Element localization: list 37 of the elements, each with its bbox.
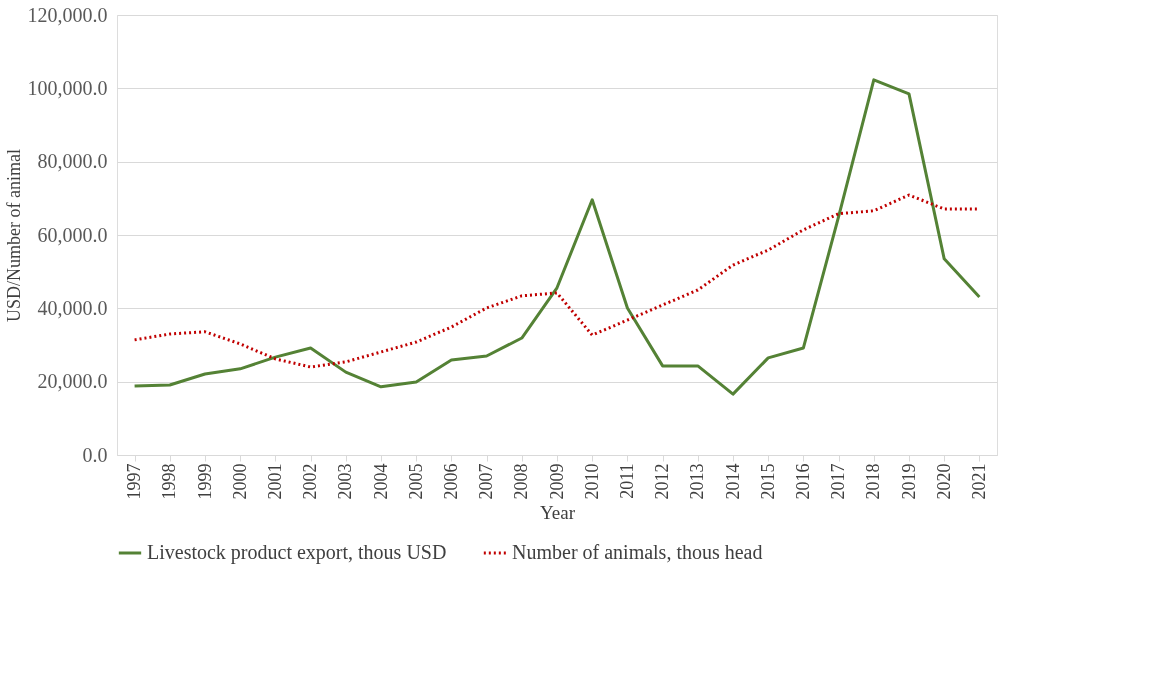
y-tick-label: 60,000.0 xyxy=(37,223,108,246)
x-tick-label: 2009 xyxy=(546,463,567,500)
x-tick-label: 2015 xyxy=(757,463,778,500)
y-tick-label: 20,000.0 xyxy=(37,370,108,393)
x-tick-label: 2008 xyxy=(511,463,532,500)
x-tick-label: 2011 xyxy=(616,463,637,499)
x-tick-label: 1998 xyxy=(159,463,180,500)
x-tick-label: 2016 xyxy=(792,463,813,500)
x-tick-label: 2014 xyxy=(722,463,743,500)
x-tick-label: 2004 xyxy=(370,463,391,500)
y-tick-label: 80,000.0 xyxy=(37,150,108,173)
x-axis-title: Year xyxy=(539,501,576,523)
x-tick-label: 2006 xyxy=(440,463,461,500)
x-tick-label: 2021 xyxy=(968,463,989,500)
x-tick-label: 2010 xyxy=(581,463,602,500)
x-tick-label: 1999 xyxy=(194,463,215,500)
x-tick-label: 2013 xyxy=(687,463,708,500)
y-tick-label: 40,000.0 xyxy=(37,296,108,319)
y-axis-title: USD/Number of animal xyxy=(3,149,24,322)
legend-label: Number of animals, thous head xyxy=(512,541,763,563)
x-tick-label: 2005 xyxy=(405,463,426,500)
y-tick-label: 0.0 xyxy=(82,443,108,466)
x-tick-label: 2018 xyxy=(863,463,884,500)
x-tick-label: 2000 xyxy=(229,463,250,500)
x-tick-label: 2001 xyxy=(264,463,285,500)
line-series xyxy=(133,78,981,396)
y-tick-label: 100,000.0 xyxy=(27,76,108,99)
x-tick-label: 2002 xyxy=(300,463,321,500)
legend-label: Livestock product export, thous USD xyxy=(147,541,447,564)
x-tick-label: 2017 xyxy=(828,463,849,500)
x-tick-label: 1997 xyxy=(124,463,145,500)
x-tick-label: 2020 xyxy=(933,463,954,500)
y-tick-label: 120,000.0 xyxy=(27,3,108,26)
x-tick-label: 2003 xyxy=(335,463,356,500)
x-tick-label: 2012 xyxy=(652,463,673,500)
x-tick-label: 2007 xyxy=(476,463,497,500)
x-tick-label: 2019 xyxy=(898,463,919,500)
